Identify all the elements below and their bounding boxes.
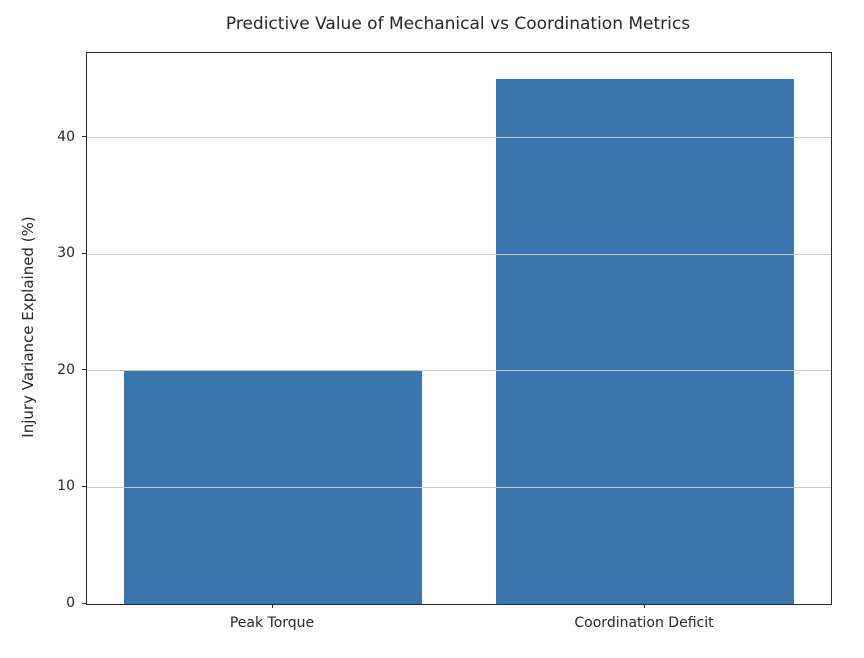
y-tick-mark-20 (82, 369, 86, 371)
y-tick-mark-10 (82, 485, 86, 487)
y-tick-label-10: 10 (57, 478, 75, 495)
x-tick-mark-coordination-deficit (643, 604, 645, 608)
gridline-y-10 (87, 486, 831, 488)
x-tick-mark-peak-torque (271, 604, 273, 608)
y-tick-label-40: 40 (57, 128, 75, 145)
bar-coordination-deficit (496, 79, 794, 604)
gridline-y-20 (87, 370, 831, 372)
x-tick-label-coordination-deficit: Coordination Deficit (574, 615, 714, 631)
y-tick-mark-0 (82, 602, 86, 604)
y-tick-mark-30 (82, 252, 86, 254)
x-tick-label-peak-torque: Peak Torque (229, 615, 315, 631)
y-tick-label-30: 30 (57, 245, 75, 262)
plot-area (86, 52, 832, 605)
y-tick-label-20: 20 (57, 361, 75, 378)
gridline-y-30 (87, 253, 831, 255)
y-tick-mark-40 (82, 136, 86, 138)
chart-title: Predictive Value of Mechanical vs Coordi… (225, 14, 691, 34)
y-tick-label-0: 0 (66, 595, 75, 611)
gridline-y-40 (87, 137, 831, 139)
